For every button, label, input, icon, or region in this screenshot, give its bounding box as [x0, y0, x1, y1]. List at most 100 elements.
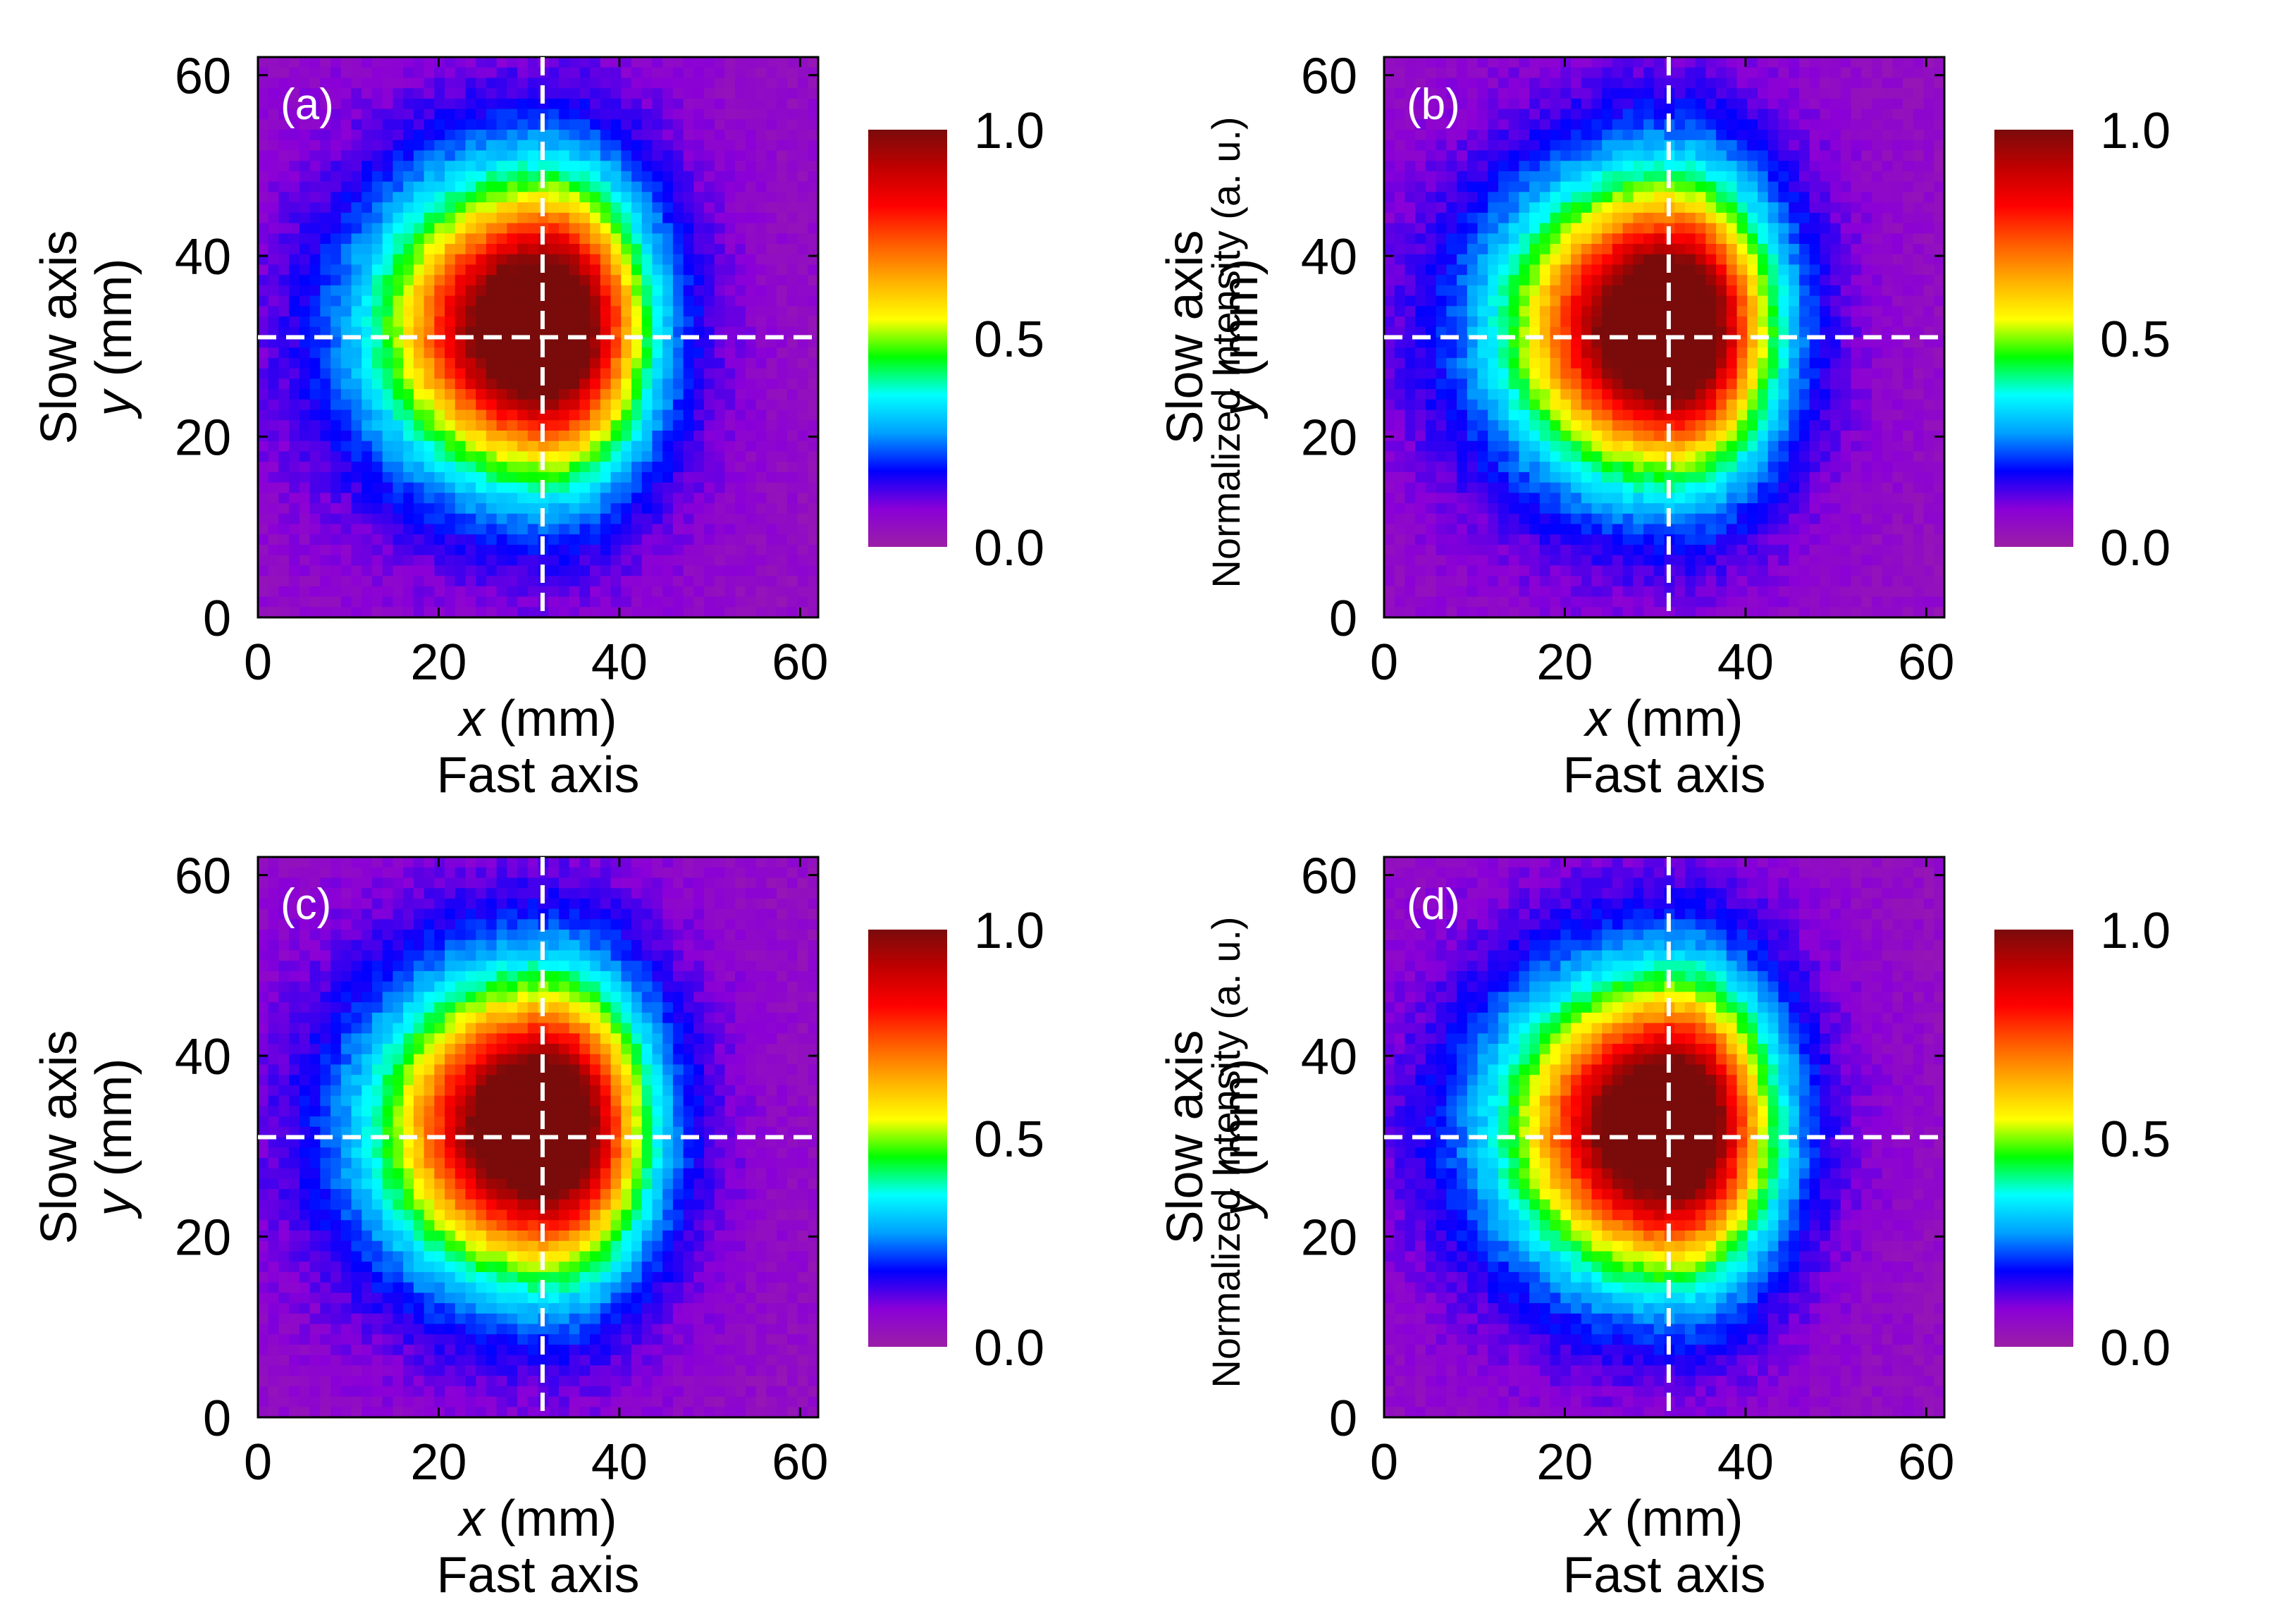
heatmap-cell	[558, 67, 570, 79]
heatmap-cell	[652, 503, 663, 514]
heatmap-cell	[1913, 420, 1925, 431]
heatmap-cell	[455, 513, 467, 525]
heatmap-cell	[704, 586, 715, 598]
heatmap-cell	[693, 295, 705, 307]
heatmap-cell	[393, 161, 404, 172]
heatmap-cell	[382, 306, 393, 317]
heatmap-cell	[558, 357, 570, 369]
heatmap-cell	[1467, 67, 1479, 79]
heatmap-cell	[371, 316, 383, 328]
heatmap-cell	[1861, 337, 1872, 348]
heatmap-cell	[1457, 347, 1468, 359]
heatmap-cell	[693, 420, 705, 431]
heatmap-cell	[735, 399, 746, 411]
heatmap-cell	[424, 275, 435, 286]
heatmap-cell	[413, 98, 425, 110]
heatmap-cell	[1539, 202, 1551, 214]
heatmap-cell	[527, 295, 539, 307]
heatmap-cell	[1488, 378, 1499, 390]
heatmap-cell	[1705, 316, 1717, 328]
heatmap-cell	[1913, 389, 1925, 400]
heatmap-cell	[393, 326, 404, 338]
heatmap-cell	[1643, 399, 1655, 411]
heatmap-cell	[621, 161, 632, 172]
heatmap-cell	[1695, 140, 1706, 152]
heatmap-cell	[299, 233, 311, 245]
heatmap-cell	[382, 607, 393, 618]
heatmap-cell	[1529, 119, 1541, 130]
heatmap-cell	[382, 244, 393, 255]
heatmap-cell	[621, 254, 632, 266]
heatmap-cell	[1903, 347, 1914, 359]
heatmap-cell	[1591, 275, 1603, 286]
heatmap-cell	[735, 326, 746, 338]
heatmap-cell	[569, 576, 580, 587]
heatmap-cell	[268, 409, 280, 421]
heatmap-cell	[496, 503, 507, 514]
heatmap-cell	[1758, 254, 1769, 266]
heatmap-cell	[735, 596, 746, 608]
heatmap-cell	[1539, 420, 1551, 431]
heatmap-cell	[693, 140, 705, 152]
heatmap-cell	[382, 357, 393, 369]
heatmap-cell	[683, 264, 694, 276]
heatmap-cell	[1571, 389, 1582, 400]
heatmap-cell	[755, 119, 767, 130]
heatmap-cell	[1477, 119, 1488, 130]
heatmap-cell	[1684, 440, 1696, 452]
heatmap-cell	[621, 275, 632, 286]
y-tick-label: 40	[175, 229, 231, 285]
heatmap-cell	[1591, 440, 1603, 452]
heatmap-cell	[1602, 440, 1613, 452]
heatmap-cell	[745, 67, 757, 79]
heatmap-cell	[1758, 285, 1769, 297]
heatmap-cell	[486, 254, 498, 266]
heatmap-cell	[1508, 192, 1519, 203]
heatmap-cell	[424, 471, 435, 483]
heatmap-cell	[527, 171, 539, 183]
heatmap-cell	[527, 482, 539, 493]
heatmap-cell	[486, 78, 498, 89]
heatmap-cell	[1457, 192, 1468, 203]
heatmap-cell	[1612, 88, 1624, 99]
heatmap-cell	[445, 347, 456, 359]
heatmap-cell	[631, 78, 643, 89]
heatmap-cell	[258, 326, 269, 338]
heatmap-cell	[299, 306, 311, 317]
heatmap-cell	[1747, 130, 1758, 141]
heatmap-cell	[1550, 109, 1561, 120]
heatmap-cell	[1550, 295, 1561, 307]
heatmap-cell	[517, 503, 529, 514]
heatmap-cell	[1560, 326, 1572, 338]
heatmap-cell	[766, 544, 777, 556]
heatmap-cell	[1798, 264, 1810, 276]
heatmap-cell	[465, 493, 476, 504]
heatmap-cell	[278, 109, 290, 120]
heatmap-cell	[1571, 275, 1582, 286]
heatmap-cell	[662, 233, 674, 245]
heatmap-cell	[1508, 431, 1519, 442]
heatmap-cell	[808, 67, 819, 79]
heatmap-cell	[1415, 254, 1426, 266]
heatmap-cell	[704, 244, 715, 255]
heatmap-cell	[1519, 378, 1530, 390]
heatmap-cell	[1550, 244, 1561, 255]
heatmap-cell	[1747, 212, 1758, 224]
heatmap-cell	[1405, 399, 1416, 411]
heatmap-cell	[590, 212, 601, 224]
heatmap-cell	[683, 524, 694, 535]
heatmap-cell	[1622, 347, 1634, 359]
heatmap-cell	[1778, 316, 1789, 328]
heatmap-cell	[1695, 192, 1706, 203]
heatmap-cell	[672, 555, 684, 566]
heatmap-cell	[1851, 202, 1862, 214]
heatmap-cell	[258, 244, 269, 255]
heatmap-cell	[496, 399, 507, 411]
heatmap-cell	[1892, 223, 1903, 234]
heatmap-cell	[662, 316, 674, 328]
heatmap-cell	[1851, 109, 1862, 120]
heatmap-cell	[1425, 130, 1437, 141]
heatmap-cell	[1840, 98, 1852, 110]
heatmap-cell	[786, 440, 798, 452]
